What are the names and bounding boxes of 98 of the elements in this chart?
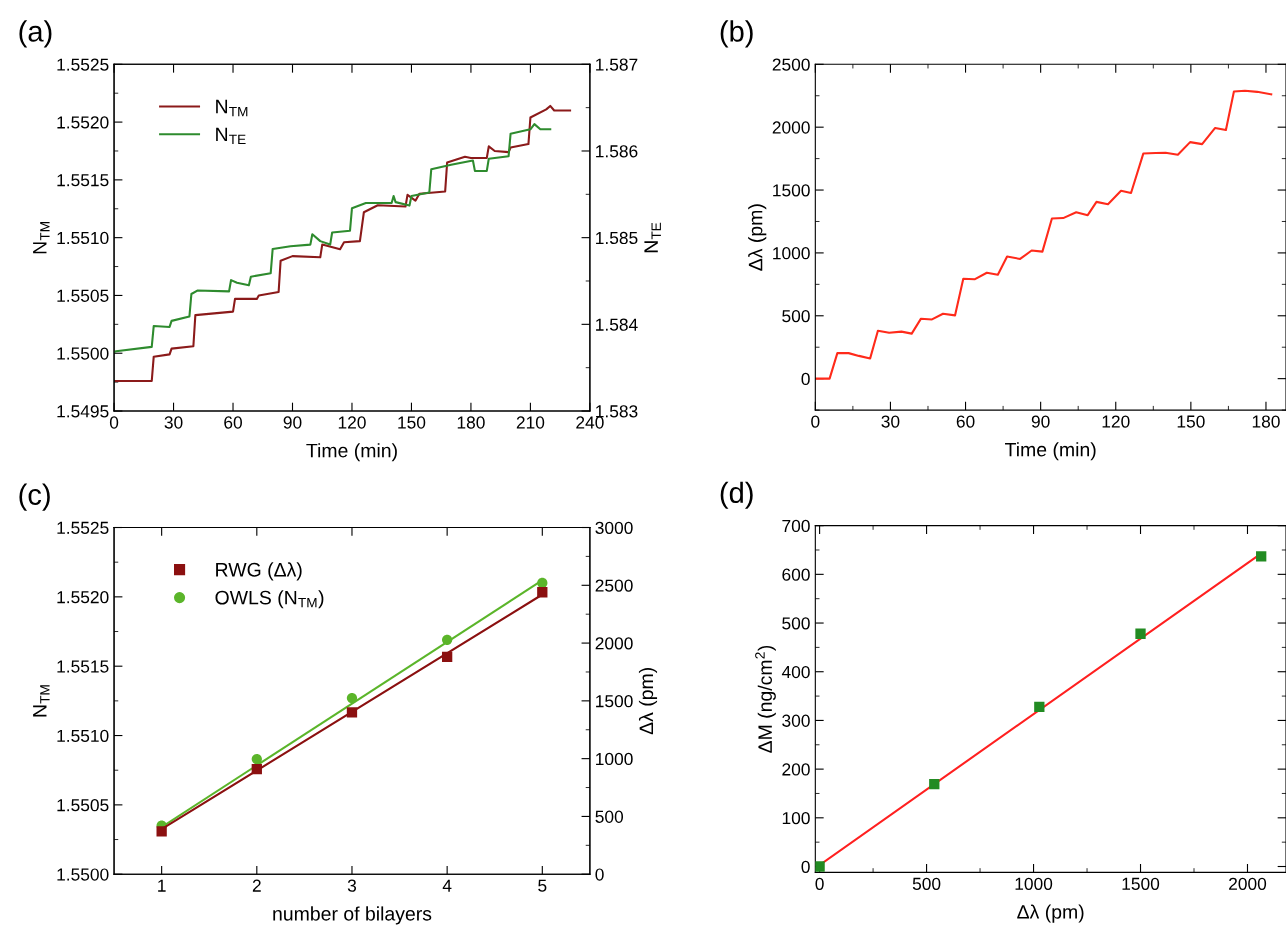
point bbox=[1135, 628, 1146, 639]
y-tick-label: 500 bbox=[782, 617, 810, 630]
x-tick-label: 150 bbox=[1177, 415, 1205, 428]
chart-title: (c) bbox=[19, 483, 50, 511]
y-axis-title: ΔM (ng/cm$^{2}$) bbox=[755, 645, 776, 753]
y2-tick-label: 3000 bbox=[595, 521, 633, 534]
line-series bbox=[815, 89, 1273, 380]
legend-label: OWLS (N$_{TM}$) bbox=[215, 590, 324, 609]
y2-tick-label: 1.587 bbox=[596, 58, 638, 71]
y-tick-label: 700 bbox=[782, 519, 810, 533]
point bbox=[1034, 701, 1045, 712]
x-tick-label: 5 bbox=[538, 879, 547, 892]
chart-title: (b) bbox=[720, 20, 753, 48]
y2-tick-label: 0 bbox=[595, 868, 604, 881]
point bbox=[537, 587, 548, 598]
y2-tick-label: 1.586 bbox=[596, 145, 638, 158]
x-tick-label: 210 bbox=[516, 416, 545, 429]
y-tick-label: 600 bbox=[782, 568, 810, 581]
y-tick-label: 1.5505 bbox=[57, 799, 109, 812]
y-tick-label: 2000 bbox=[772, 121, 810, 134]
x-tick-label: 0 bbox=[811, 415, 820, 428]
y2-tick-label: 1.585 bbox=[596, 231, 638, 245]
y2-tick-label: 1.583 bbox=[596, 405, 638, 418]
x-tick-label: 30 bbox=[164, 416, 183, 429]
y-tick-label: 100 bbox=[782, 811, 810, 825]
x-tick-label: 2000 bbox=[1229, 877, 1267, 890]
x-tick-label: 180 bbox=[457, 416, 485, 429]
y-tick-label: 200 bbox=[782, 763, 810, 776]
chart-title: (a) bbox=[19, 20, 52, 48]
x-tick-label: 1500 bbox=[1122, 877, 1160, 890]
y-tick-label: 1.5515 bbox=[57, 660, 109, 673]
x-tick-label: 3 bbox=[347, 879, 357, 892]
y2-tick-label: 1000 bbox=[596, 752, 633, 766]
y2-tick-label: 1.584 bbox=[596, 318, 638, 331]
y-tick-label: 1.5525 bbox=[57, 58, 109, 71]
point bbox=[156, 826, 167, 837]
y-tick-label: 0 bbox=[801, 372, 810, 386]
y-tick-label: 1.5520 bbox=[57, 591, 109, 604]
point bbox=[929, 779, 940, 790]
x-tick-label: 180 bbox=[1252, 415, 1280, 428]
x-tick-label: 150 bbox=[398, 416, 426, 429]
x-tick-label: 1 bbox=[158, 879, 166, 892]
x-tick-label: 1000 bbox=[1015, 877, 1053, 890]
x-tick-label: 4 bbox=[442, 879, 452, 892]
x-tick-label: 60 bbox=[956, 415, 975, 428]
x-axis-title: number of bilayers bbox=[273, 906, 432, 925]
x-axis-title: Δλ (pm) bbox=[1017, 904, 1084, 923]
y2-tick-label: 2000 bbox=[595, 637, 633, 650]
y2-axis-title: N$_{TE}$ bbox=[644, 222, 661, 253]
x-tick-label: 0 bbox=[815, 877, 824, 890]
x-axis-title: Time (min) bbox=[1005, 442, 1096, 461]
y-axis-title: N$_{TM}$ bbox=[33, 222, 50, 254]
legend-label: N$_{TE}$ bbox=[216, 127, 246, 145]
x-tick-label: 120 bbox=[338, 416, 366, 429]
y-tick-label: 500 bbox=[782, 309, 810, 323]
point bbox=[346, 707, 358, 718]
y-tick-label: 1.5525 bbox=[57, 521, 109, 534]
y2-axis-title: Δλ (pm) bbox=[638, 668, 658, 735]
y-tick-label: 1.5505 bbox=[57, 289, 109, 302]
y2-tick-label: 1500 bbox=[596, 695, 633, 708]
chart-title: (d) bbox=[720, 481, 753, 509]
y2-tick-label: 2500 bbox=[595, 579, 633, 592]
y-tick-label: 0 bbox=[801, 860, 810, 873]
x-tick-label: 0 bbox=[109, 416, 119, 429]
y2-tick-label: 500 bbox=[595, 810, 624, 823]
line-series bbox=[114, 123, 552, 354]
y-tick-label: 1.5500 bbox=[57, 347, 109, 360]
x-tick-label: 500 bbox=[912, 877, 941, 890]
y-tick-label: 1000 bbox=[773, 247, 810, 260]
y-tick-label: 1.5510 bbox=[57, 729, 109, 742]
x-tick-label: 240 bbox=[576, 416, 604, 429]
x-tick-label: 90 bbox=[1031, 415, 1050, 428]
legend-label: RWG (Δλ) bbox=[216, 562, 302, 581]
y-tick-label: 1.5515 bbox=[57, 174, 109, 187]
y-tick-label: 1.5510 bbox=[57, 231, 109, 245]
y-axis-title: Δλ (pm) bbox=[748, 204, 767, 271]
y-tick-label: 1.5520 bbox=[57, 116, 109, 129]
x-tick-label: 90 bbox=[283, 416, 302, 429]
y-tick-label: 300 bbox=[782, 714, 810, 727]
x-tick-label: 60 bbox=[224, 416, 242, 429]
point bbox=[441, 651, 453, 663]
y-tick-label: 2500 bbox=[772, 58, 810, 71]
point bbox=[1256, 551, 1267, 562]
x-tick-label: 2 bbox=[252, 879, 261, 892]
y-tick-label: 1500 bbox=[773, 184, 810, 197]
y-tick-label: 400 bbox=[781, 665, 810, 679]
y-axis-title: N$_{TM}$ bbox=[33, 685, 50, 717]
point bbox=[251, 753, 262, 765]
x-axis-title: Time (min) bbox=[306, 443, 397, 462]
y-tick-label: 1.5495 bbox=[57, 405, 109, 418]
x-tick-label: 120 bbox=[1102, 415, 1130, 428]
point bbox=[441, 634, 453, 645]
y-tick-label: 1.5500 bbox=[57, 868, 109, 881]
point bbox=[251, 763, 262, 775]
point bbox=[815, 861, 825, 872]
legend-label: N$_{TM}$ bbox=[216, 99, 248, 117]
x-tick-label: 30 bbox=[881, 415, 900, 428]
point bbox=[346, 692, 358, 704]
